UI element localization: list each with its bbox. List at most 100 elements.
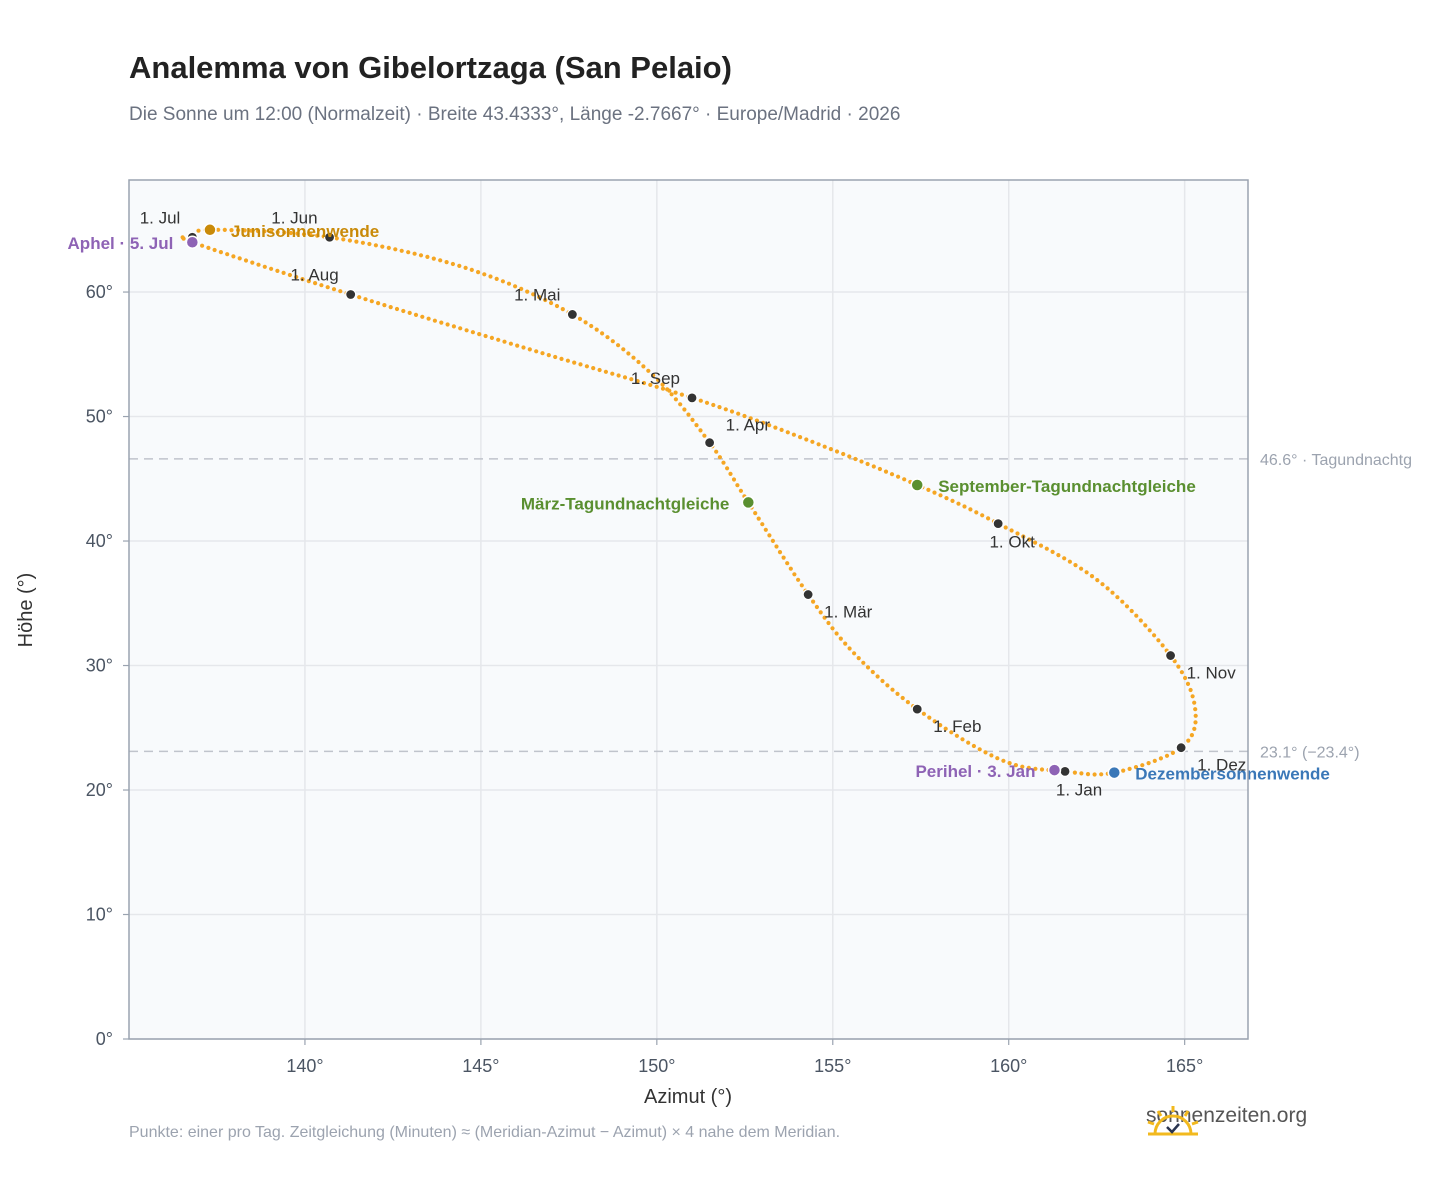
- plot-frame: [128, 179, 1249, 1040]
- day-dot: [861, 660, 866, 665]
- day-dot: [811, 599, 816, 604]
- day-dot: [932, 719, 937, 724]
- day-dot: [255, 228, 260, 234]
- y-axis-ticks: 0° 10° 20° 30° 40° 50° 60°: [86, 282, 129, 1049]
- day-dot: [1050, 549, 1055, 555]
- day-dot: [774, 544, 779, 549]
- day-dot: [249, 228, 254, 233]
- day-dot: [360, 240, 365, 245]
- day-dot: [1124, 604, 1130, 609]
- day-dot: [513, 284, 518, 289]
- day-dot: [584, 364, 590, 369]
- day-dot: [600, 331, 605, 336]
- month-marker: [686, 392, 698, 404]
- day-dot: [281, 270, 286, 275]
- day-dot: [373, 243, 378, 248]
- day-dot: [678, 402, 683, 407]
- day-dot: [506, 281, 512, 286]
- day-dot: [729, 409, 735, 414]
- month-label: 1. Mär: [824, 603, 873, 622]
- day-dot: [206, 245, 211, 250]
- day-dot: [315, 233, 320, 238]
- day-dot: [865, 665, 871, 670]
- day-dot: [250, 260, 255, 265]
- day-dot: [1156, 638, 1161, 643]
- day-dot: [870, 669, 875, 675]
- day-dot: [386, 245, 391, 250]
- brand-logo[interactable]: sonnenzeiten.org: [1146, 1104, 1307, 1136]
- day-dot: [875, 674, 880, 679]
- day-dot: [242, 228, 247, 233]
- day-dot: [380, 244, 385, 249]
- day-dot: [838, 636, 843, 641]
- day-dot: [841, 451, 846, 457]
- day-dot: [738, 488, 744, 493]
- day-dot: [282, 230, 287, 235]
- day-dot: [537, 295, 542, 300]
- day-dot: [1067, 559, 1072, 564]
- day-dot: [704, 400, 710, 405]
- day-dot: [853, 456, 858, 462]
- day-dot: [725, 466, 730, 471]
- day-dot: [306, 279, 311, 284]
- day-dot: [1073, 563, 1078, 568]
- day-dot: [553, 354, 558, 360]
- day-dot: [796, 577, 801, 582]
- day-dot: [694, 423, 699, 428]
- day-dot: [1084, 570, 1089, 575]
- special-point-marker: [1047, 763, 1062, 777]
- day-dot: [583, 320, 588, 325]
- day-dot: [816, 442, 821, 447]
- y-tick-label: 0°: [96, 1029, 113, 1049]
- day-dot: [458, 326, 463, 331]
- day-dot: [1044, 546, 1049, 551]
- day-dot: [300, 277, 305, 282]
- day-dot: [470, 330, 475, 335]
- day-dot: [287, 272, 292, 278]
- day-dot: [788, 566, 793, 571]
- day-dot: [1146, 761, 1151, 766]
- day-dot: [394, 306, 400, 312]
- day-dot: [388, 305, 393, 310]
- day-dot: [885, 683, 890, 688]
- day-dot: [905, 700, 911, 705]
- day-dot: [431, 256, 436, 261]
- y-axis-title: Höhe (°): [15, 573, 37, 648]
- day-dot: [777, 550, 783, 555]
- day-dot: [822, 615, 827, 620]
- day-dot: [770, 538, 776, 544]
- day-dot: [889, 472, 895, 477]
- day-dot: [577, 316, 583, 321]
- x-tick-label: 145°: [462, 1056, 499, 1076]
- month-marker: [911, 703, 923, 715]
- month-marker: [1175, 742, 1187, 754]
- day-dot: [463, 265, 468, 270]
- reference-line-label: 23.1° (−23.4°): [1260, 744, 1360, 761]
- x-tick-label: 150°: [638, 1056, 675, 1076]
- day-dot: [621, 347, 626, 352]
- day-dot: [761, 420, 766, 425]
- day-dot: [1089, 574, 1095, 579]
- day-dot: [399, 248, 404, 253]
- day-dot: [944, 496, 949, 501]
- day-dot: [482, 272, 487, 277]
- sun-icon: [1147, 1106, 1199, 1136]
- day-dot: [237, 256, 242, 261]
- day-dot: [847, 646, 852, 651]
- day-dot: [754, 418, 760, 423]
- day-dot: [865, 461, 870, 467]
- day-dot: [603, 369, 609, 374]
- day-dot: [626, 351, 631, 356]
- day-dot: [334, 236, 339, 241]
- day-dot: [469, 267, 474, 272]
- day-dot: [216, 227, 221, 232]
- day-dot: [413, 312, 419, 317]
- day-dot: [921, 711, 927, 716]
- day-dot: [629, 377, 634, 382]
- day-dot: [1127, 766, 1132, 772]
- special-point-marker: [910, 478, 924, 492]
- day-dot: [256, 262, 261, 267]
- day-dot: [895, 691, 900, 697]
- day-dot: [682, 407, 687, 412]
- day-dot: [723, 407, 728, 412]
